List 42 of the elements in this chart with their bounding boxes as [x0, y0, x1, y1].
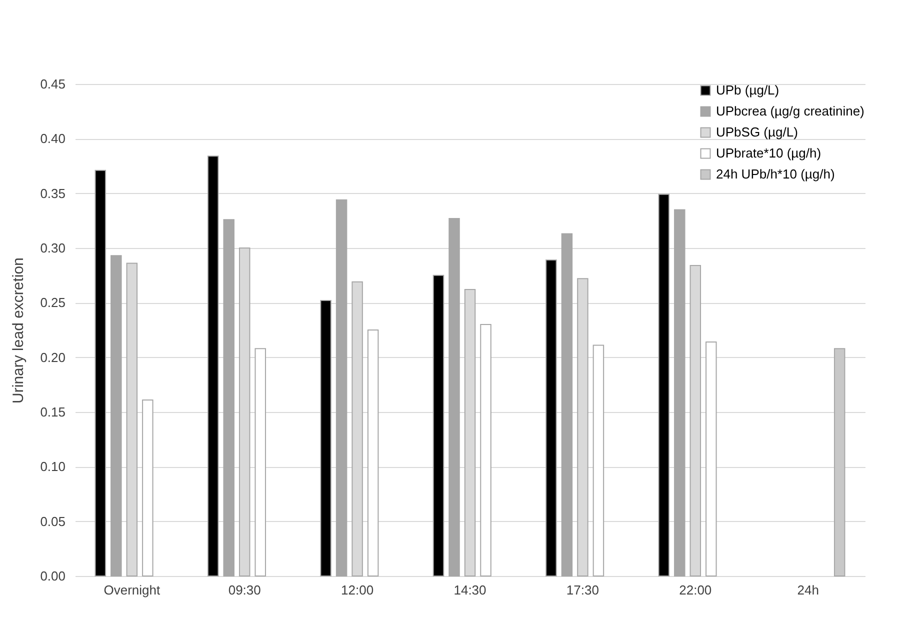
bar	[480, 324, 492, 576]
bar	[336, 199, 348, 576]
x-tick-label: 17:30	[566, 582, 599, 598]
bar	[674, 209, 686, 576]
bar	[223, 219, 234, 576]
bar	[94, 170, 106, 576]
legend-label: 24h UPb/h*10 (µg/h)	[716, 166, 835, 182]
y-tick-label: 0.30	[40, 240, 66, 256]
bar	[546, 260, 557, 576]
x-tick-label: 12:00	[341, 582, 374, 598]
y-tick-label: 0.40	[40, 131, 66, 146]
bar	[142, 399, 154, 576]
y-tick-label: 0.10	[40, 459, 66, 474]
bar	[207, 156, 219, 576]
legend-label: UPb (µg/L)	[716, 82, 780, 98]
y-axis-title: Urinary lead excretion	[10, 258, 28, 404]
legend-label: UPbSG (µg/L)	[716, 124, 798, 140]
x-tick-label: 22:00	[679, 582, 712, 598]
bar	[448, 218, 460, 576]
y-tick-label: 0.35	[40, 186, 66, 201]
x-tick-label: 09:30	[228, 582, 261, 598]
bar	[561, 233, 573, 576]
bar	[367, 330, 379, 576]
y-tick-label: 0.15	[40, 404, 66, 420]
x-tick-label: 14:30	[454, 582, 486, 598]
x-tick-label: Overnight	[104, 582, 160, 598]
bar	[592, 344, 604, 576]
y-tick-label: 0.20	[40, 350, 66, 365]
y-tick-label: 0.05	[40, 514, 66, 529]
bar	[320, 300, 332, 576]
bar	[706, 342, 717, 576]
bar	[110, 255, 122, 576]
x-tick-label: 24h	[797, 582, 819, 598]
y-tick-label: 0.00	[40, 568, 66, 584]
bar	[254, 348, 266, 576]
bar	[834, 348, 846, 576]
legend-label: UPbcrea (µg/g creatinine)	[716, 104, 864, 118]
y-tick-label: 0.25	[40, 295, 66, 310]
bar	[432, 274, 444, 576]
legend-label: UPbrate*10 (µg/h)	[716, 146, 822, 160]
y-tick-label: 0.45	[40, 76, 66, 92]
bar	[658, 194, 670, 576]
